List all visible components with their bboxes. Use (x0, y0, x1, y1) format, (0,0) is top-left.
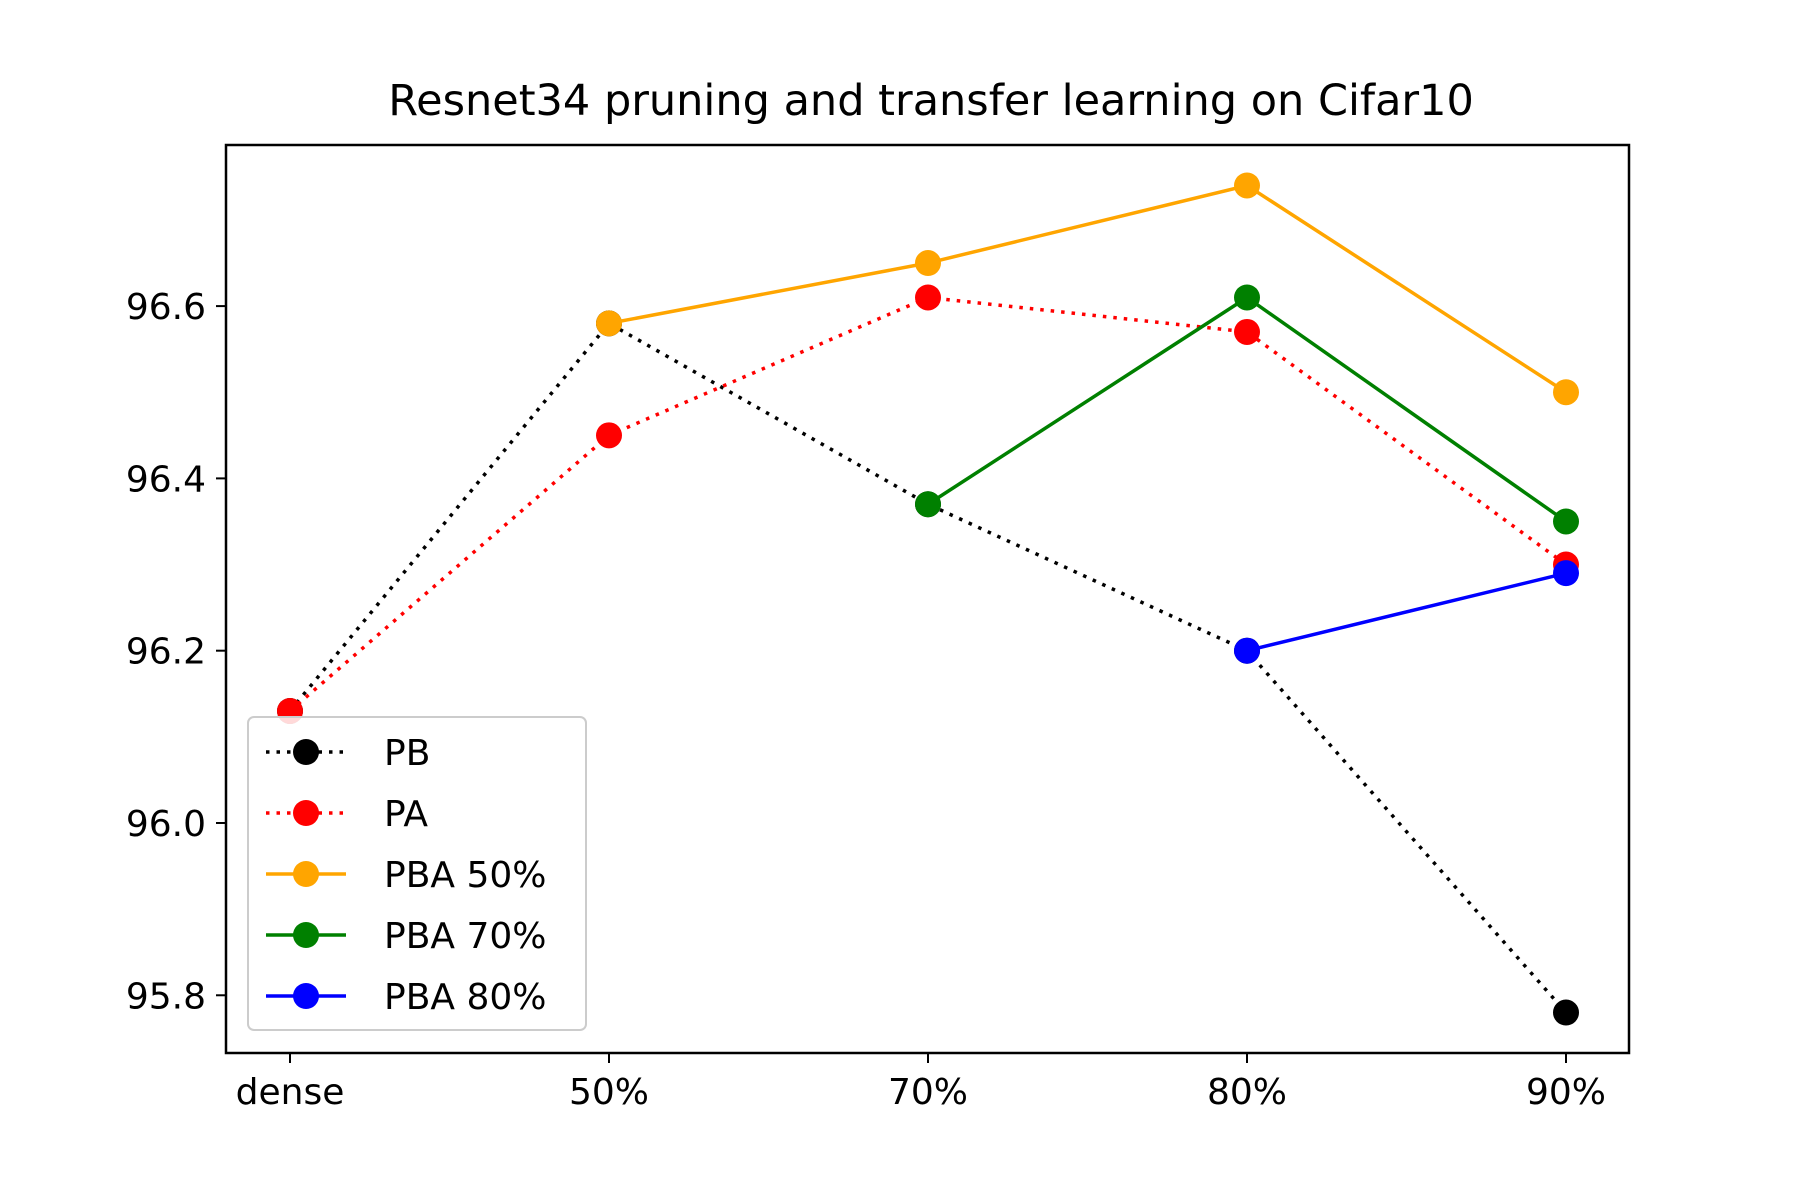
data-point (915, 284, 941, 311)
data-point (1234, 284, 1260, 311)
legend-label: PB (384, 733, 430, 774)
data-point (1234, 637, 1260, 664)
legend-label: PBA 80% (384, 977, 547, 1018)
legend-marker (293, 922, 319, 948)
legend-item-pba-70: PBA 70% (266, 916, 547, 957)
y-axis: 95.8 96.0 96.2 96.4 96.6 (126, 287, 226, 1017)
legend-label: PA (384, 794, 428, 835)
series-line-pba-80 (1246, 571, 1567, 653)
data-point (915, 250, 941, 277)
y-tick-label: 95.8 (126, 976, 206, 1017)
data-point (1553, 508, 1579, 535)
legend: PB PA PBA 50% PBA 70% PBA 80% (247, 716, 587, 1031)
data-point (1234, 172, 1260, 199)
legend-marker (293, 739, 319, 765)
series-line-pba-50 (608, 183, 1567, 394)
x-tick-label: dense (236, 1072, 345, 1113)
y-tick-label: 96.6 (126, 287, 206, 328)
legend-item-pba-80: PBA 80% (266, 977, 547, 1018)
series-pba-70 (915, 284, 1579, 535)
plot-area (277, 172, 1579, 1026)
data-point (1234, 318, 1260, 345)
series-pba-50 (596, 172, 1579, 406)
legend-item-pb: PB (266, 733, 430, 774)
legend-label: PBA 50% (384, 855, 547, 896)
legend-marker (293, 983, 319, 1009)
x-axis: dense 50% 70% 80% 90% (236, 1053, 1606, 1113)
data-point (596, 310, 622, 337)
x-tick-label: 50% (569, 1072, 649, 1113)
y-tick-label: 96.4 (126, 459, 206, 500)
legend-item-pba-50: PBA 50% (266, 855, 547, 896)
x-tick-label: 80% (1207, 1072, 1287, 1113)
y-tick-label: 96.2 (126, 632, 206, 673)
data-point (1553, 560, 1579, 587)
legend-label: PBA 70% (384, 916, 547, 957)
data-point (1553, 999, 1579, 1026)
series-pba-80 (1234, 560, 1579, 664)
legend-box (247, 716, 587, 1031)
y-tick-label: 96.0 (126, 804, 206, 845)
chart-title: Resnet34 pruning and transfer learning o… (388, 76, 1474, 126)
data-point (1553, 379, 1579, 406)
legend-marker (293, 800, 319, 826)
legend-item-pa: PA (266, 794, 428, 835)
data-point (596, 422, 622, 449)
x-tick-label: 90% (1526, 1072, 1606, 1113)
data-point (915, 491, 941, 518)
legend-marker (293, 861, 319, 887)
x-tick-label: 70% (888, 1072, 968, 1113)
